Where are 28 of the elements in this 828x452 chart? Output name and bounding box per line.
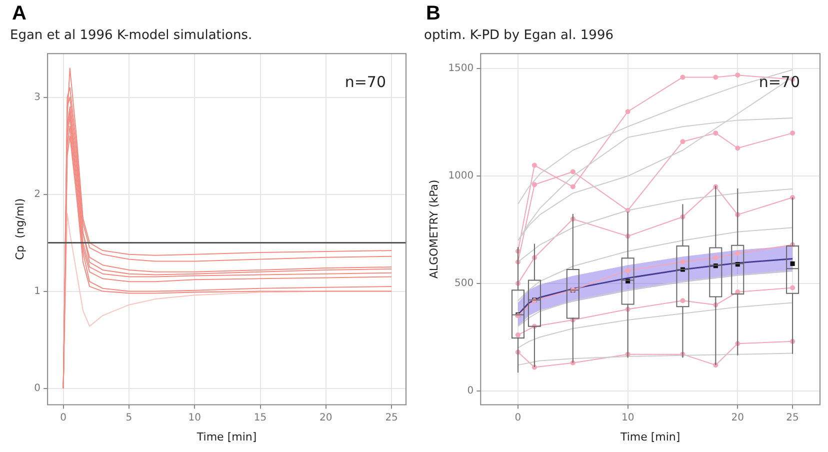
x-axis-title: Time [min] xyxy=(196,430,257,444)
x-tick-label: 0 xyxy=(60,412,67,424)
y-tick-label: 500 xyxy=(454,278,474,290)
y-tick-label: 0 xyxy=(34,382,41,394)
x-tick-label: 15 xyxy=(254,412,267,424)
text: B xyxy=(426,2,440,25)
x-tick-label: 20 xyxy=(320,412,332,424)
y-tick-label: 1500 xyxy=(448,63,474,74)
y-axis-title: ALGOMETRY (kPa) xyxy=(427,180,440,279)
text: A xyxy=(12,2,26,25)
y-tick-label: 1000 xyxy=(448,170,474,182)
y-tick-label: 0 xyxy=(467,385,474,396)
x-tick-label: 25 xyxy=(786,412,799,424)
y-axis-title: Cp (ng/ml) xyxy=(13,198,26,260)
y-tick-label: 2 xyxy=(34,188,41,200)
annotation: n=70 xyxy=(344,72,386,91)
chart-title: optim. K-PD by Egan al. 1996 xyxy=(424,28,614,44)
x-tick-label: 10 xyxy=(621,412,634,424)
annotation: n=70 xyxy=(758,72,800,91)
x-tick-label: 25 xyxy=(385,412,398,424)
x-tick-label: 20 xyxy=(731,412,744,424)
y-tick-label: 1 xyxy=(34,286,41,297)
chart-title: Egan et al 1996 K-model simulations. xyxy=(10,28,252,44)
y-tick-label: 3 xyxy=(34,92,41,103)
x-axis-title: Time [min] xyxy=(619,430,680,444)
x-tick-label: 10 xyxy=(188,412,201,424)
x-tick-label: 5 xyxy=(126,412,132,424)
x-tick-label: 0 xyxy=(514,412,522,424)
